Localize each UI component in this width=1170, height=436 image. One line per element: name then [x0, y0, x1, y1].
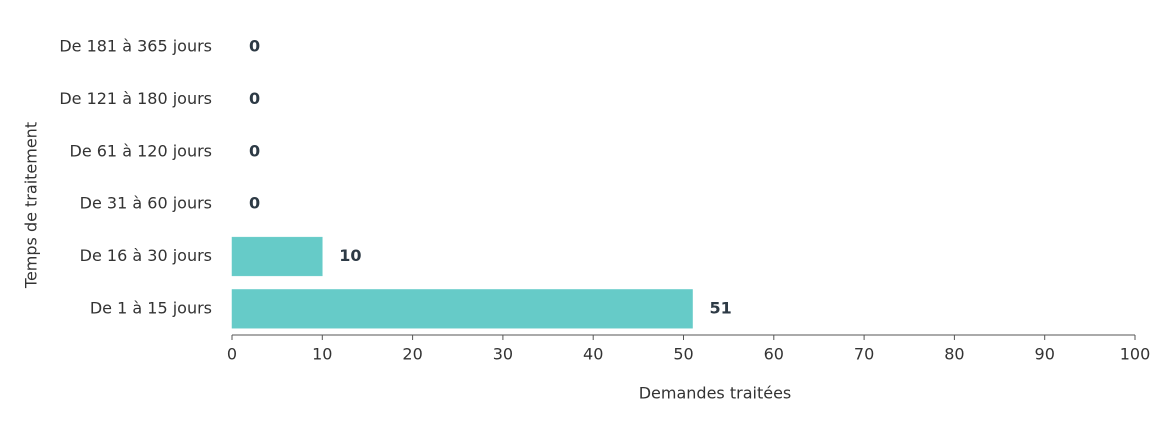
y-tick-label: De 61 à 120 jours — [70, 141, 213, 160]
x-tick-label: 40 — [583, 345, 603, 364]
x-tick-label: 70 — [854, 345, 874, 364]
data-label: 0 — [249, 141, 260, 160]
y-tick-label: De 31 à 60 jours — [80, 194, 212, 213]
y-tick-label: De 1 à 15 jours — [90, 298, 212, 317]
x-tick-label: 100 — [1120, 345, 1151, 364]
y-tick-label: De 16 à 30 jours — [80, 246, 212, 265]
x-tick-label: 30 — [493, 345, 513, 364]
x-tick-label: 80 — [944, 345, 964, 364]
x-tick-label: 60 — [764, 345, 784, 364]
data-label: 0 — [249, 89, 260, 108]
y-axis-label: Temps de traitement — [22, 122, 41, 289]
data-label: 0 — [249, 37, 260, 56]
data-label: 10 — [339, 246, 361, 265]
data-label: 51 — [710, 298, 732, 317]
x-tick-label: 10 — [312, 345, 332, 364]
data-label: 0 — [249, 194, 260, 213]
x-tick-label: 0 — [227, 345, 237, 364]
x-axis-label: Demandes traitées — [639, 384, 792, 403]
x-tick-label: 90 — [1035, 345, 1055, 364]
y-tick-label: De 181 à 365 jours — [59, 37, 212, 56]
bar — [231, 289, 693, 329]
bar — [231, 236, 323, 277]
x-tick-label: 50 — [673, 345, 693, 364]
x-tick-label: 20 — [402, 345, 422, 364]
y-tick-label: De 121 à 180 jours — [59, 89, 212, 108]
